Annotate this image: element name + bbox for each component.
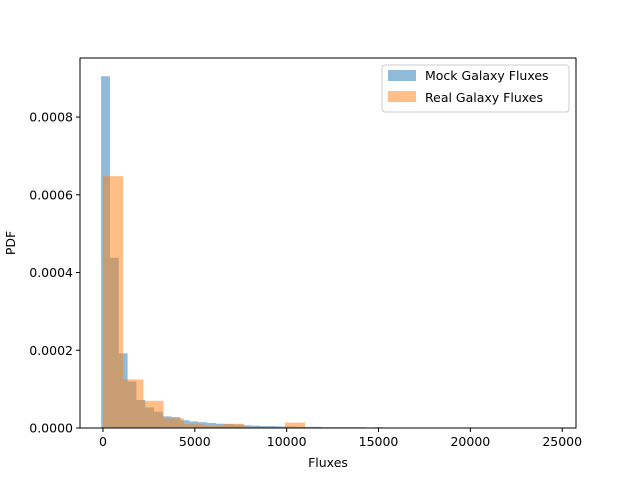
mock-bar <box>312 426 322 428</box>
real-series-bars <box>102 176 326 428</box>
mock-bar <box>206 422 216 428</box>
legend-box <box>381 64 570 113</box>
real-bar <box>163 418 184 428</box>
legend-label-real: Real Galaxy Fluxes <box>425 90 543 105</box>
real-bar <box>284 422 306 428</box>
x-tick-label: 15000 <box>359 434 399 449</box>
y-tick-label: 0.0006 <box>29 187 73 202</box>
y-tick-label: 0.0002 <box>29 343 73 358</box>
mock-bar <box>242 425 252 428</box>
legend-label-mock: Mock Galaxy Fluxes <box>425 68 549 83</box>
real-bar <box>204 425 225 428</box>
x-tick-label: 25000 <box>542 434 582 449</box>
legend: Mock Galaxy Fluxes Real Galaxy Fluxes <box>381 64 570 113</box>
legend-swatch-mock <box>388 70 416 81</box>
x-tick-label: 0 <box>99 434 107 449</box>
real-bar <box>244 426 265 428</box>
real-bar <box>123 379 144 428</box>
real-bar <box>143 400 164 428</box>
plot-frame <box>79 57 577 429</box>
real-bar <box>224 423 245 428</box>
real-bar <box>102 176 124 428</box>
mock-series-bars <box>101 76 554 428</box>
mock-bar <box>268 426 278 428</box>
y-axis-label: PDF <box>3 231 18 255</box>
legend-swatch-real <box>388 91 416 102</box>
mock-bar <box>303 426 313 428</box>
y-axis-ticks: 0.0000 0.0002 0.0004 0.0006 0.0008 <box>29 110 80 436</box>
y-tick-label: 0.0004 <box>29 265 73 280</box>
x-tick-label: 5000 <box>179 434 211 449</box>
y-tick-label: 0.0008 <box>29 110 73 125</box>
x-tick-label: 20000 <box>450 434 490 449</box>
real-bar <box>183 424 204 428</box>
y-tick-label: 0.0000 <box>29 421 73 436</box>
x-tick-label: 10000 <box>267 434 307 449</box>
x-axis-label: Fluxes <box>308 455 348 470</box>
x-axis-ticks: 0 5000 10000 15000 20000 25000 <box>99 428 582 449</box>
